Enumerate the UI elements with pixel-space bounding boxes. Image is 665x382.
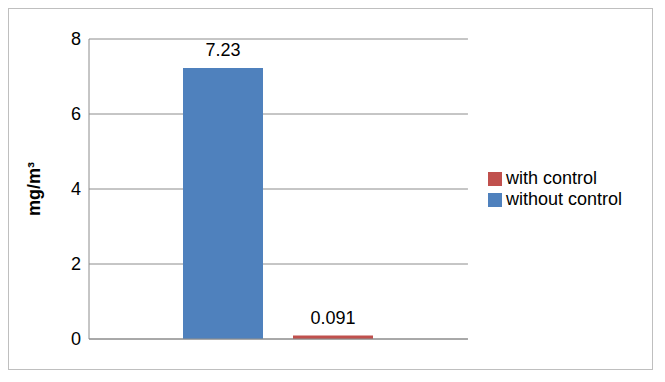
svg-text:0: 0 xyxy=(71,329,81,349)
svg-text:2: 2 xyxy=(71,254,81,274)
svg-text:0.091: 0.091 xyxy=(310,308,355,328)
svg-text:7.23: 7.23 xyxy=(205,40,240,60)
svg-text:8: 8 xyxy=(71,29,81,49)
svg-text:mg/m³: mg/m³ xyxy=(24,162,44,216)
html-text:without control: without control xyxy=(505,189,622,209)
svg-text:4: 4 xyxy=(71,179,81,199)
svg-text:6: 6 xyxy=(71,104,81,124)
html-text:with control: with control xyxy=(505,168,597,188)
